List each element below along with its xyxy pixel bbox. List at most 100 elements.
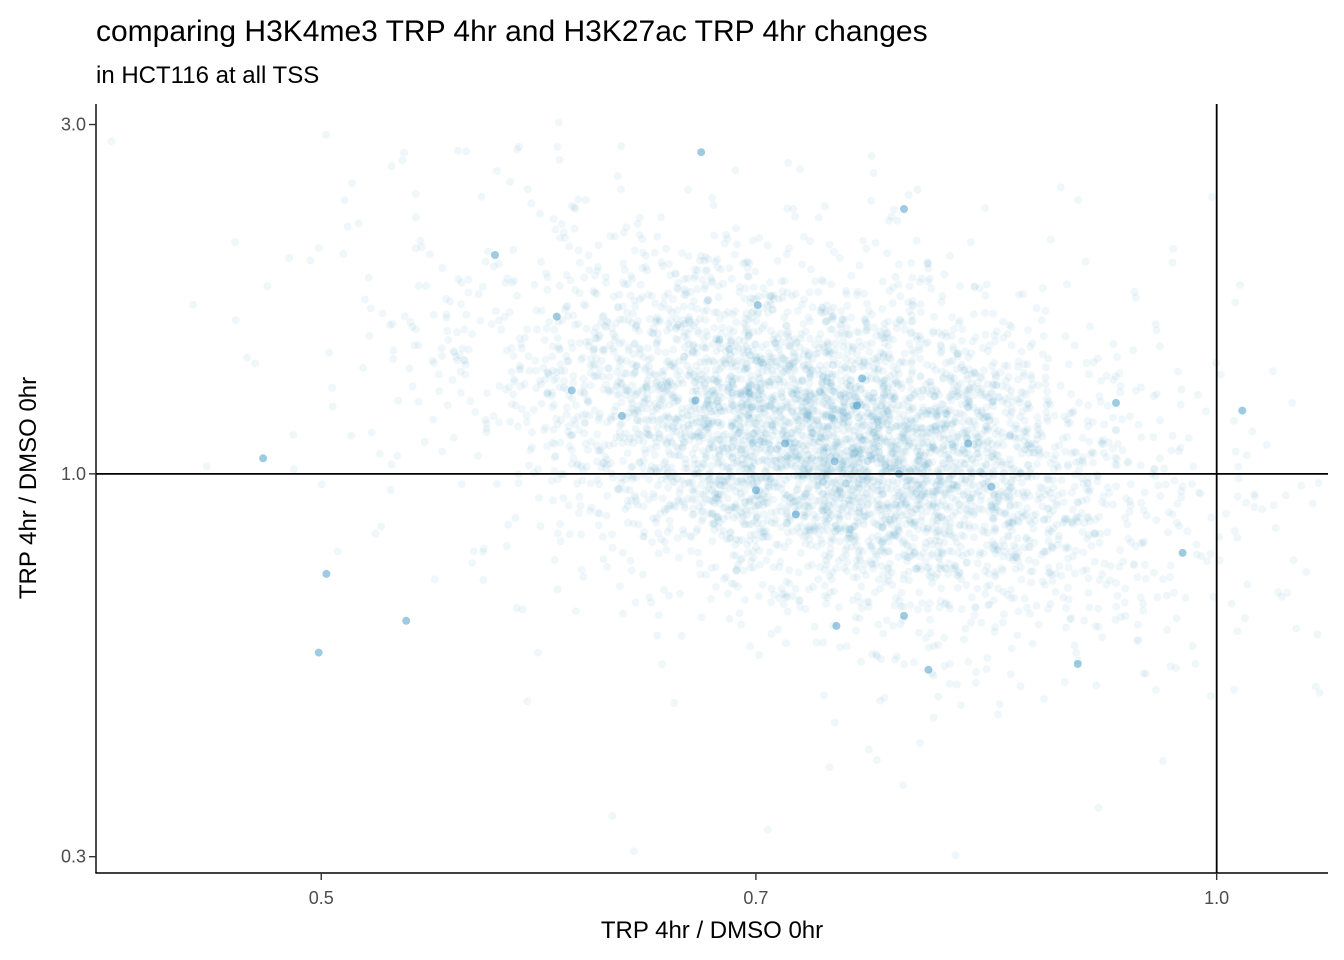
- scatter-point: [1022, 510, 1031, 519]
- scatter-point: [869, 473, 878, 481]
- scatter-point: [1020, 594, 1029, 603]
- scatter-point: [828, 414, 837, 423]
- scatter-point: [775, 563, 784, 571]
- scatter-point: [1133, 620, 1142, 629]
- scatter-point: [755, 546, 764, 555]
- scatter-point: [614, 303, 623, 312]
- scatter-point: [605, 372, 614, 381]
- scatter-point: [710, 308, 719, 317]
- scatter-point: [835, 253, 844, 262]
- scatter-point: [503, 274, 512, 283]
- scatter-point: [942, 369, 951, 378]
- scatter-point: [872, 413, 881, 422]
- scatter-point: [852, 626, 861, 635]
- scatter-point: [742, 452, 751, 461]
- scatter-point: [1075, 457, 1084, 466]
- scatter-point: [493, 167, 501, 175]
- scatter-point: [804, 485, 813, 494]
- scatter-point: [971, 603, 980, 612]
- scatter-point: [532, 306, 541, 315]
- scatter-point: [867, 544, 876, 553]
- scatter-point: [959, 635, 968, 644]
- scatter-point: [770, 339, 779, 348]
- scatter-point: [1112, 578, 1121, 587]
- scatter-point: [884, 353, 893, 362]
- scatter-point: [1064, 563, 1073, 572]
- scatter-point: [869, 396, 878, 405]
- scatter-point: [718, 393, 727, 402]
- scatter-point: [739, 566, 748, 575]
- scatter-point: [595, 365, 604, 373]
- scatter-point: [592, 354, 601, 363]
- scatter-point: [987, 482, 996, 491]
- scatter-point: [746, 531, 755, 540]
- scatter-point: [1007, 478, 1016, 487]
- scatter-point: [917, 274, 926, 283]
- scatter-point: [903, 556, 912, 565]
- scatter-point: [686, 366, 695, 375]
- scatter-point: [1169, 244, 1178, 253]
- scatter-point: [754, 292, 763, 301]
- scatter-point: [990, 424, 999, 432]
- scatter-point: [844, 330, 853, 339]
- scatter-point: [1030, 538, 1039, 547]
- scatter-point: [730, 513, 739, 522]
- scatter-point: [1206, 692, 1215, 701]
- scatter-point: [592, 441, 601, 450]
- scatter-point: [735, 288, 744, 297]
- scatter-point: [763, 825, 772, 834]
- scatter-point: [1020, 360, 1029, 369]
- scatter-point: [478, 282, 487, 291]
- scatter-point: [1026, 342, 1035, 351]
- scatter-point: [751, 436, 760, 445]
- scatter-point: [791, 212, 800, 221]
- scatter-point: [773, 256, 782, 265]
- scatter-point: [709, 201, 718, 210]
- scatter-point: [842, 473, 851, 482]
- scatter-point: [534, 493, 543, 502]
- scatter-point: [306, 256, 315, 265]
- scatter-point: [416, 236, 425, 245]
- scatter-point: [817, 453, 826, 462]
- scatter-point: [890, 205, 898, 214]
- scatter-point: [704, 509, 713, 518]
- scatter-point: [1034, 425, 1043, 434]
- scatter-point: [818, 380, 827, 389]
- scatter-point: [551, 451, 560, 460]
- scatter-point: [714, 403, 723, 411]
- scatter-point: [531, 356, 540, 365]
- scatter-point: [883, 384, 892, 393]
- scatter-point: [553, 334, 562, 343]
- scatter-point: [1120, 598, 1129, 607]
- scatter-point: [822, 599, 831, 608]
- scatter-point: [710, 231, 719, 240]
- scatter-point: [908, 366, 917, 375]
- scatter-point: [562, 352, 571, 361]
- scatter-point: [1031, 510, 1040, 519]
- scatter-point: [691, 432, 700, 441]
- scatter-point: [719, 356, 728, 365]
- scatter-point: [1095, 392, 1104, 401]
- scatter-point: [704, 376, 713, 384]
- scatter-point: [912, 236, 921, 245]
- scatter-point: [1064, 554, 1072, 563]
- scatter-point: [565, 530, 574, 539]
- scatter-point: [747, 403, 756, 412]
- scatter-point: [880, 319, 889, 328]
- scatter-point: [694, 548, 703, 557]
- scatter-point: [945, 526, 954, 535]
- scatter-point: [915, 485, 924, 494]
- scatter-point: [992, 381, 1001, 389]
- scatter-point: [615, 433, 624, 442]
- scatter-point: [523, 185, 532, 193]
- scatter-point: [936, 340, 945, 349]
- scatter-point: [367, 428, 376, 437]
- scatter-point: [816, 306, 825, 315]
- scatter-point: [842, 446, 851, 455]
- scatter-point: [1111, 615, 1120, 624]
- scatter-point: [912, 466, 921, 475]
- scatter-point: [1250, 490, 1259, 499]
- scatter-point: [1058, 434, 1067, 443]
- scatter-point: [1027, 371, 1036, 380]
- scatter-point: [819, 277, 828, 286]
